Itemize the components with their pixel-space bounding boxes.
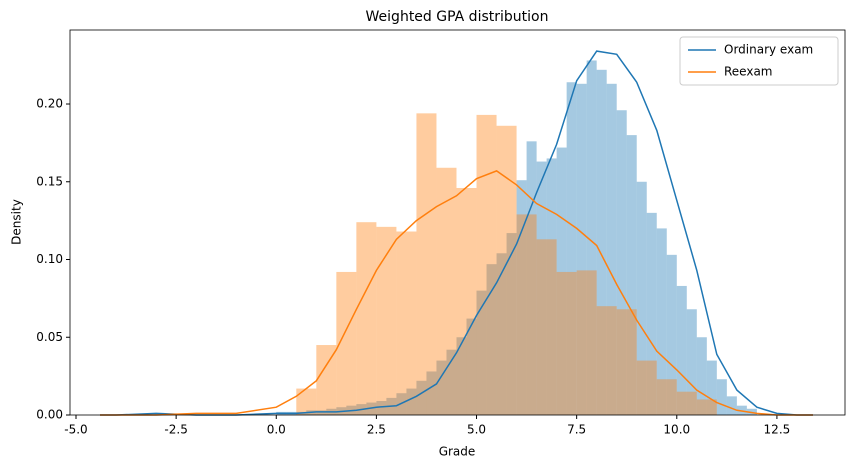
histogram-bar xyxy=(656,379,677,415)
histogram-bar xyxy=(546,158,557,415)
y-tick-label: 0.20 xyxy=(36,97,63,111)
histogram-bar xyxy=(436,167,457,415)
y-tick-label: 0.10 xyxy=(36,252,63,266)
histogram-bar xyxy=(696,337,707,415)
x-tick-label: 5.0 xyxy=(467,423,486,437)
histogram-bar xyxy=(366,402,377,415)
histogram-bar xyxy=(556,147,567,416)
kde-line xyxy=(100,50,813,416)
histogram-bar xyxy=(686,309,697,415)
plot-frame xyxy=(69,29,846,416)
histogram-bar xyxy=(496,125,517,416)
histogram-bar xyxy=(486,264,497,415)
x-tick-label: 12.5 xyxy=(764,423,791,437)
histogram-bar xyxy=(636,181,647,415)
histogram-bar xyxy=(406,388,417,415)
histogram-bar xyxy=(376,226,397,415)
histogram-bar xyxy=(576,83,587,416)
histogram-bar xyxy=(496,253,507,415)
histogram-bar xyxy=(536,239,557,415)
histogram-bar xyxy=(416,113,437,415)
histogram-bar xyxy=(596,306,617,415)
x-tick-label: 7.5 xyxy=(567,423,586,437)
histogram-bar xyxy=(676,391,697,415)
histogram-bar xyxy=(336,271,357,415)
y-tick-label: 0.05 xyxy=(36,330,63,344)
histogram-bar xyxy=(526,141,537,415)
histogram-bar xyxy=(636,360,657,415)
histogram-bar xyxy=(536,161,547,415)
histogram-bar xyxy=(466,318,477,415)
histogram-bar xyxy=(716,379,727,415)
histogram-bar xyxy=(456,337,467,415)
legend-label: Ordinary exam xyxy=(724,43,813,57)
histogram-bar xyxy=(616,110,627,415)
x-tick-label: -5.0 xyxy=(64,423,87,437)
histogram-bar xyxy=(726,396,737,415)
histogram-bar xyxy=(566,82,577,416)
histogram-bar xyxy=(626,135,637,415)
histogram-bar xyxy=(316,345,337,415)
y-tick-label: 0.00 xyxy=(36,408,63,422)
x-tick-label: 2.5 xyxy=(367,423,386,437)
histogram-bar xyxy=(696,399,717,415)
histogram-bar xyxy=(396,231,417,415)
histogram-bar xyxy=(506,233,517,415)
histogram-bar xyxy=(446,349,457,415)
histogram-bar xyxy=(296,388,317,415)
histogram-bar xyxy=(656,228,667,415)
histogram-bar xyxy=(516,180,527,415)
histogram-bar xyxy=(706,360,717,415)
x-axis-label: Grade xyxy=(439,445,476,459)
histogram-bar xyxy=(476,290,487,415)
x-tick-label: -2.5 xyxy=(164,423,187,437)
y-axis-label: Density xyxy=(10,199,24,245)
x-tick-label: 0.0 xyxy=(267,423,286,437)
histogram-bar xyxy=(606,83,617,416)
legend-label: Reexam xyxy=(724,65,773,79)
histogram-bar xyxy=(316,410,327,415)
chart-title: Weighted GPA distribution xyxy=(366,9,549,25)
histogram-bar xyxy=(356,222,377,415)
x-tick-label: 10.0 xyxy=(663,423,690,437)
histogram-bar xyxy=(556,271,577,415)
histogram-bar xyxy=(516,214,537,415)
histogram-bar xyxy=(596,69,607,415)
legend-box xyxy=(679,36,839,86)
y-tick-label: 0.15 xyxy=(36,174,63,188)
histogram-bar xyxy=(676,285,687,415)
histogram-bar xyxy=(646,212,657,415)
histogram-bar xyxy=(476,114,497,415)
kde-line xyxy=(100,170,813,416)
histogram-bar xyxy=(576,270,597,415)
histogram-bar xyxy=(436,360,447,415)
histogram-bar xyxy=(426,371,437,415)
histogram-bar xyxy=(376,401,387,415)
histogram-bar xyxy=(416,380,427,415)
histogram-bar xyxy=(666,254,677,415)
histogram-bar xyxy=(616,309,637,415)
histogram-bar xyxy=(456,187,477,415)
histogram-bar xyxy=(586,60,597,416)
